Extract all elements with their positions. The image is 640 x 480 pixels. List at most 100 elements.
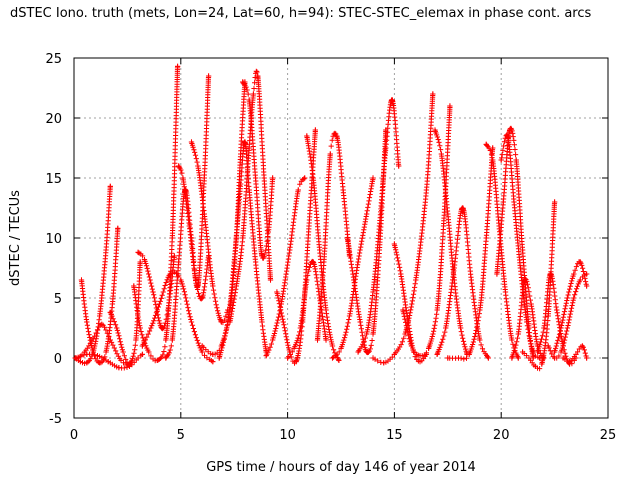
data-point [255, 73, 261, 79]
data-point [507, 127, 513, 133]
data-point [310, 259, 316, 265]
data-point [246, 97, 252, 103]
data-point [233, 283, 239, 289]
data-point [584, 283, 590, 289]
data-point [270, 337, 276, 343]
data-point [201, 211, 207, 217]
series-arc [483, 141, 521, 361]
data-point [259, 319, 265, 325]
data-point [103, 247, 109, 253]
data-point [545, 313, 551, 319]
data-point [250, 91, 257, 97]
data-point [186, 223, 192, 229]
series-arc [139, 269, 216, 365]
data-point [434, 351, 440, 357]
data-point [141, 257, 148, 263]
data-point [107, 183, 113, 189]
x-tick-label: 15 [386, 428, 403, 443]
data-point [201, 175, 207, 181]
data-point [295, 187, 301, 193]
data-point [246, 187, 252, 193]
data-point [252, 175, 259, 181]
data-point [285, 355, 291, 361]
data-point [554, 307, 560, 313]
data-point [402, 331, 408, 337]
data-point [310, 175, 316, 181]
data-point [528, 301, 534, 307]
data-point [338, 345, 344, 351]
data-point [396, 163, 402, 169]
data-point [133, 337, 139, 343]
data-point [193, 277, 199, 283]
data-point [355, 259, 361, 265]
data-point [261, 175, 267, 181]
data-point [513, 157, 519, 163]
data-point [139, 351, 145, 357]
y-tick-label: -5 [49, 412, 62, 427]
data-point [443, 325, 449, 331]
data-point [564, 295, 571, 301]
data-point [517, 265, 524, 271]
data-point [115, 225, 121, 231]
data-point [494, 271, 500, 277]
data-point [116, 365, 122, 371]
data-point [477, 337, 483, 343]
series-arc [434, 205, 491, 361]
series-markers [483, 141, 521, 361]
data-point [423, 187, 430, 193]
data-points [72, 63, 590, 372]
data-point [438, 151, 444, 157]
data-point [351, 277, 357, 283]
data-point [126, 361, 133, 367]
data-point [432, 127, 438, 133]
x-axis-label: GPS time / hours of day 146 of year 2014 [206, 460, 476, 475]
data-point [195, 163, 201, 169]
data-point [532, 363, 538, 369]
x-tick-label: 10 [279, 428, 296, 443]
y-tick-label: 15 [45, 172, 62, 187]
data-point [163, 337, 169, 343]
data-point [167, 271, 173, 277]
data-point [263, 353, 269, 359]
data-point [291, 345, 297, 351]
data-point [323, 307, 329, 313]
data-point [541, 325, 547, 331]
data-point [94, 353, 101, 359]
data-point [148, 325, 154, 331]
data-point [90, 336, 96, 342]
data-point [199, 349, 205, 355]
data-point [242, 139, 248, 145]
data-point [270, 175, 276, 181]
data-point [505, 133, 511, 139]
data-point [408, 343, 415, 349]
series-arc [445, 145, 496, 362]
data-point [370, 331, 376, 337]
data-point [571, 295, 577, 301]
data-point [584, 355, 590, 361]
data-point [109, 301, 116, 307]
data-point [176, 259, 182, 265]
data-point [205, 73, 212, 79]
data-point [297, 325, 304, 331]
data-point [502, 289, 509, 295]
data-point [539, 361, 545, 367]
data-point [417, 359, 423, 365]
data-point [240, 79, 246, 85]
data-point [381, 360, 387, 366]
data-point [417, 353, 423, 359]
data-point [573, 351, 579, 357]
data-point [274, 289, 280, 295]
data-point [447, 103, 453, 109]
data-point [114, 325, 120, 331]
data-point [458, 325, 464, 331]
data-point [146, 349, 152, 355]
data-point [180, 175, 186, 181]
data-point [336, 357, 342, 363]
data-point [434, 307, 440, 313]
series-arc [329, 175, 376, 361]
data-point [135, 249, 141, 255]
y-tick-label: 10 [45, 232, 62, 247]
data-point [154, 357, 160, 363]
data-point [355, 349, 361, 355]
data-point [483, 235, 489, 241]
